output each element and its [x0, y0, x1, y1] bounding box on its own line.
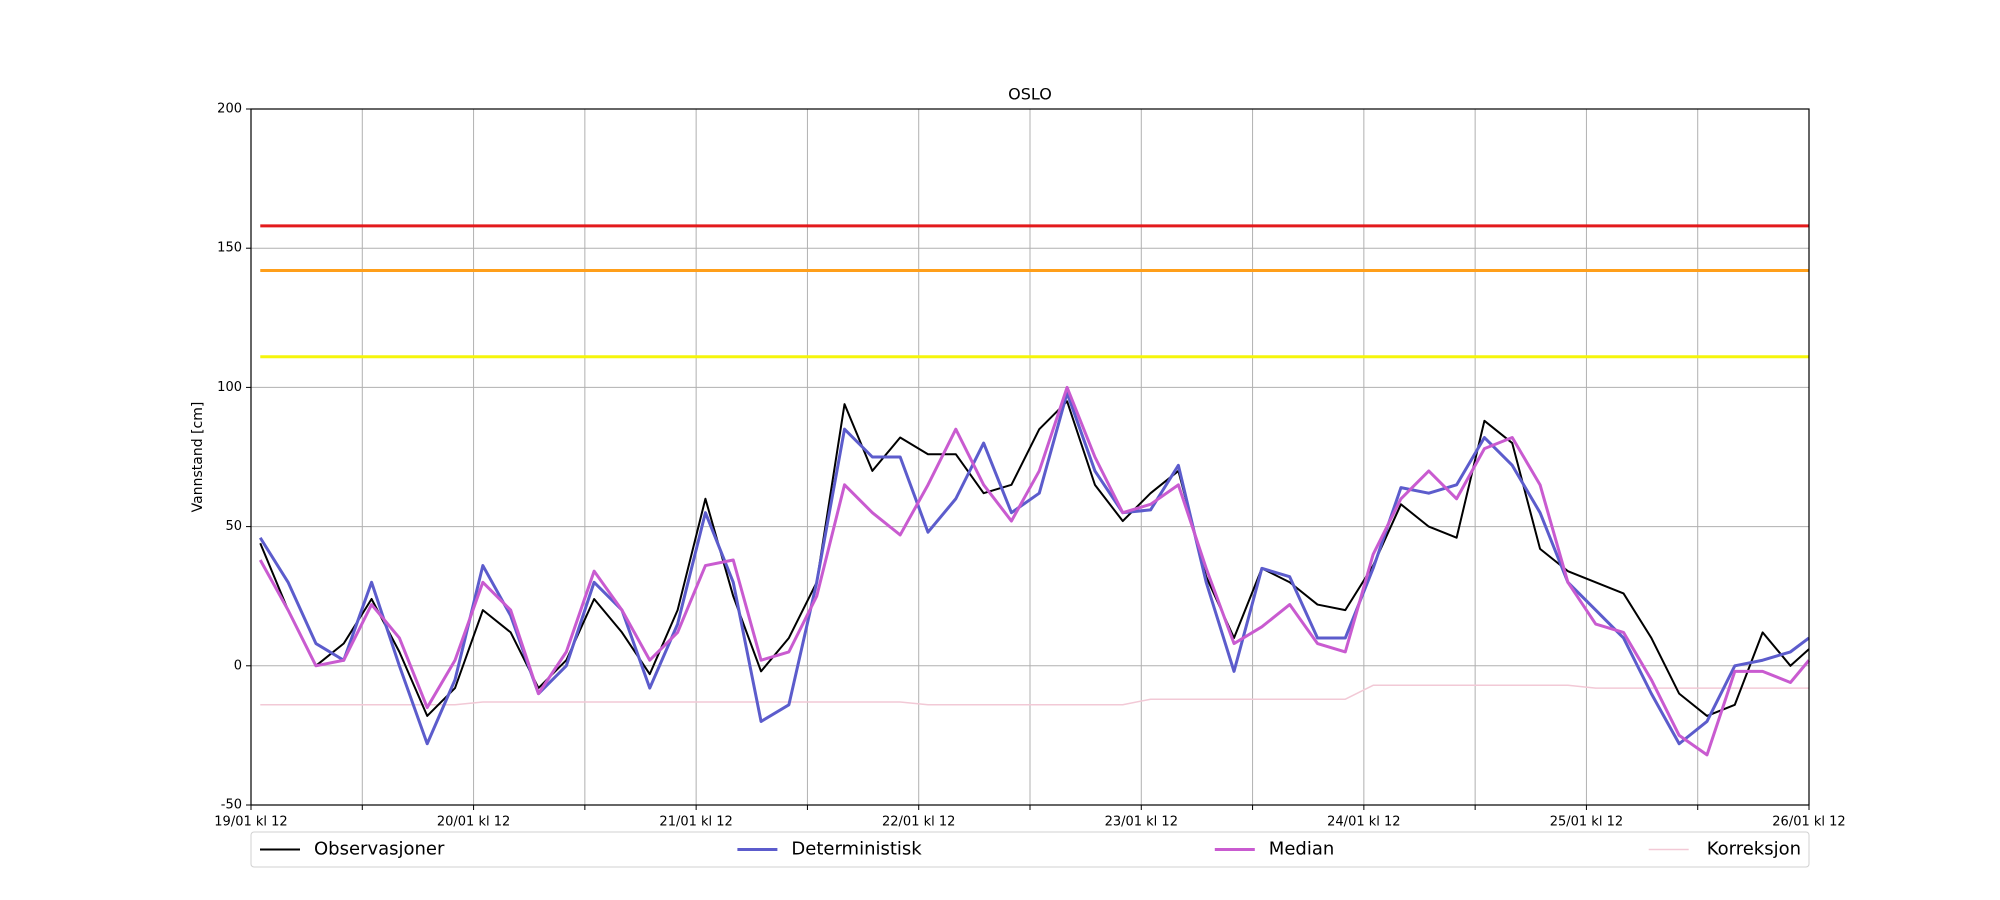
x-tick-label: 25/01 kl 12 [1550, 815, 1623, 830]
x-tick-label: 24/01 kl 12 [1327, 815, 1400, 830]
series-line [258, 391, 1810, 746]
legend-entry: Deterministisk [737, 839, 922, 860]
x-tick-label: 19/01 kl 12 [214, 815, 287, 830]
series-line [259, 400, 1810, 717]
y-tick-label: 50 [225, 519, 242, 534]
y-tick-label: -50 [221, 798, 242, 813]
series-line [260, 684, 1809, 706]
legend-label: Median [1269, 839, 1334, 860]
legend-box [250, 831, 1810, 868]
y-tick-label: 200 [217, 102, 242, 117]
legend-label: Korreksjon [1707, 839, 1801, 860]
legend-label: Deterministisk [791, 839, 922, 860]
x-tick-label: 21/01 kl 12 [659, 815, 732, 830]
plot-frame [250, 108, 1810, 806]
x-tick-label: 23/01 kl 12 [1105, 815, 1178, 830]
legend-label: Observasjoner [314, 839, 445, 860]
chart-title: OSLO [1008, 85, 1052, 104]
y-tick-label: 100 [217, 380, 242, 395]
legend-entry: Observasjoner [260, 839, 445, 860]
y-tick-label: 0 [234, 658, 242, 673]
y-axis-label: Vannstand [cm] [190, 402, 206, 513]
legend-entry: Korreksjon [1648, 839, 1801, 860]
y-tick-label: 150 [217, 241, 242, 256]
legend-entry: Median [1214, 839, 1334, 860]
x-tick-label: 20/01 kl 12 [437, 815, 510, 830]
series-line [258, 385, 1811, 757]
x-tick-label: 22/01 kl 12 [882, 815, 955, 830]
x-tick-label: 26/01 kl 12 [1772, 815, 1845, 830]
